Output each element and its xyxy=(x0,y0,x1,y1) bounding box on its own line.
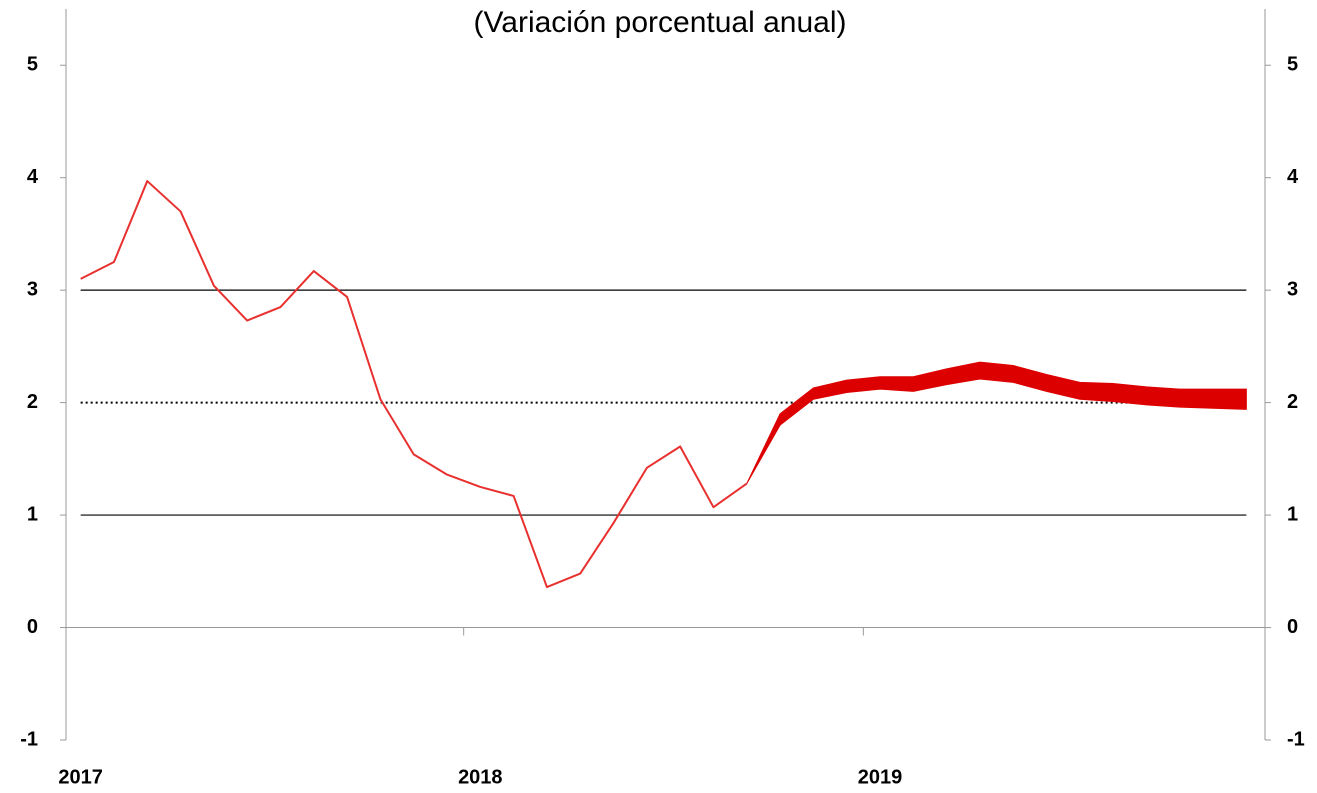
y2-tick-label: 4 xyxy=(1287,166,1299,188)
y2-tick-label: 1 xyxy=(1287,503,1298,525)
line xyxy=(80,180,748,589)
y2-tick-label: -1 xyxy=(1287,728,1305,750)
y-tick-label: 0 xyxy=(27,616,38,638)
y-tick-label: 4 xyxy=(27,166,39,188)
y-tick-label: -1 xyxy=(20,728,38,750)
x-tick-label: 2018 xyxy=(458,766,503,788)
y2-tick-label: 3 xyxy=(1287,278,1298,300)
y2-tick-label: 2 xyxy=(1287,391,1298,413)
y-tick-label: 5 xyxy=(27,54,38,76)
y2-tick-label: 0 xyxy=(1287,616,1298,638)
y-tick-label: 3 xyxy=(27,278,38,300)
y-tick-label: 2 xyxy=(27,391,38,413)
x-tick-label: 2017 xyxy=(58,766,103,788)
forecast-band xyxy=(746,361,1247,484)
y-tick-label: 1 xyxy=(27,503,38,525)
y2-tick-label: 5 xyxy=(1287,54,1298,76)
chart-title: (Variación porcentual anual) xyxy=(474,6,847,39)
x-tick-label: 2019 xyxy=(858,766,903,788)
